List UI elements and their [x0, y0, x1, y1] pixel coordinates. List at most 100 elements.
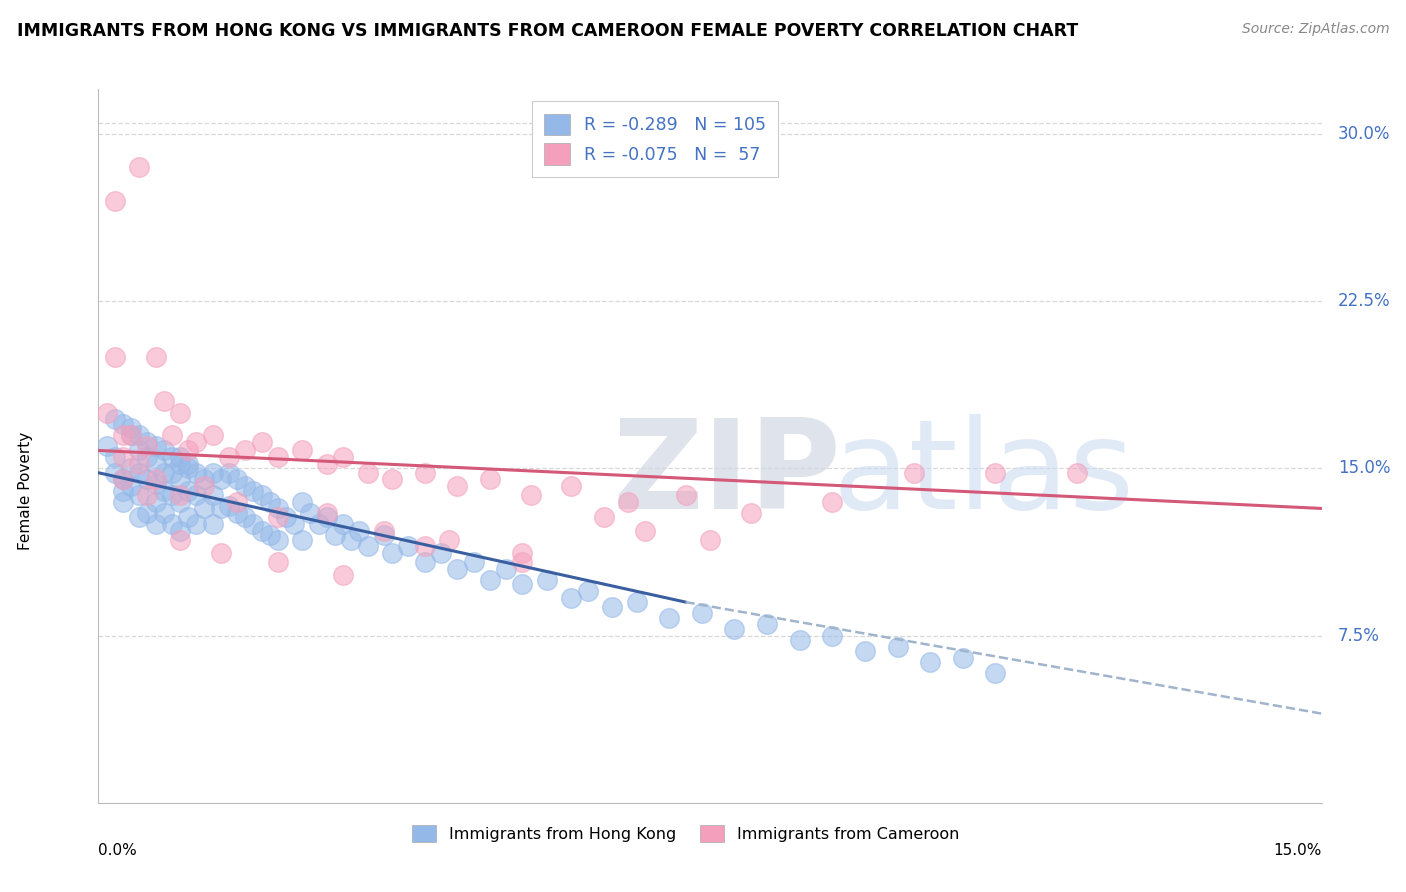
- Point: [356, 539, 378, 553]
- Point: [413, 466, 436, 480]
- Point: [111, 473, 134, 487]
- Point: [226, 473, 249, 487]
- Point: [120, 427, 142, 442]
- Point: [111, 450, 134, 465]
- Point: [675, 488, 697, 502]
- Point: [201, 466, 224, 480]
- Text: 15.0%: 15.0%: [1274, 843, 1322, 858]
- Point: [104, 350, 127, 364]
- Text: atlas: atlas: [832, 414, 1135, 535]
- Point: [323, 528, 346, 542]
- Point: [145, 517, 167, 532]
- Point: [218, 500, 240, 514]
- Point: [430, 546, 453, 560]
- Point: [274, 510, 297, 524]
- Point: [169, 450, 191, 465]
- Point: [952, 651, 974, 665]
- Point: [259, 528, 281, 542]
- Point: [920, 655, 942, 669]
- Point: [152, 466, 174, 480]
- Point: [186, 488, 208, 502]
- Point: [250, 434, 273, 449]
- Point: [120, 461, 142, 475]
- Point: [218, 466, 240, 480]
- Point: [512, 555, 534, 569]
- Point: [789, 633, 811, 648]
- Point: [128, 510, 150, 524]
- Point: [267, 501, 290, 516]
- Point: [634, 524, 657, 538]
- Point: [690, 607, 713, 621]
- Point: [332, 450, 354, 465]
- Point: [111, 494, 134, 508]
- Text: 30.0%: 30.0%: [1339, 125, 1391, 143]
- Point: [886, 640, 908, 654]
- Point: [145, 439, 167, 453]
- Point: [291, 494, 314, 508]
- Point: [250, 488, 273, 502]
- Point: [356, 466, 378, 480]
- Point: [853, 644, 876, 658]
- Point: [145, 457, 167, 471]
- Point: [250, 524, 273, 538]
- Point: [315, 510, 337, 524]
- Point: [160, 517, 183, 532]
- Point: [128, 457, 150, 471]
- Point: [218, 450, 240, 465]
- Point: [267, 555, 290, 569]
- Point: [193, 473, 215, 487]
- Point: [169, 457, 191, 471]
- Point: [128, 443, 150, 458]
- Point: [267, 450, 290, 465]
- Point: [821, 494, 844, 508]
- Point: [120, 421, 142, 435]
- Point: [209, 546, 232, 560]
- Point: [104, 450, 127, 465]
- Point: [740, 506, 762, 520]
- Point: [699, 533, 721, 547]
- Point: [396, 539, 419, 553]
- Point: [201, 517, 224, 532]
- Point: [186, 466, 208, 480]
- Point: [152, 483, 174, 498]
- Point: [821, 628, 844, 642]
- Point: [136, 439, 159, 453]
- Point: [576, 583, 599, 598]
- Text: Female Poverty: Female Poverty: [17, 432, 32, 549]
- Point: [560, 591, 582, 605]
- Point: [381, 473, 404, 487]
- Point: [478, 473, 501, 487]
- Point: [152, 506, 174, 520]
- Point: [177, 443, 200, 458]
- Point: [519, 488, 541, 502]
- Point: [349, 524, 371, 538]
- Point: [136, 450, 159, 465]
- Point: [446, 562, 468, 576]
- Point: [128, 466, 150, 480]
- Point: [104, 194, 127, 208]
- Point: [128, 488, 150, 502]
- Point: [233, 443, 256, 458]
- Point: [128, 427, 150, 442]
- Point: [984, 466, 1007, 480]
- Point: [136, 506, 159, 520]
- Point: [233, 479, 256, 493]
- Point: [437, 533, 460, 547]
- Point: [308, 517, 330, 532]
- Point: [169, 473, 191, 487]
- Point: [658, 610, 681, 624]
- Point: [267, 533, 290, 547]
- Point: [160, 427, 183, 442]
- Point: [201, 488, 224, 502]
- Point: [226, 494, 249, 508]
- Point: [283, 517, 305, 532]
- Point: [242, 517, 264, 532]
- Point: [381, 546, 404, 560]
- Text: 15.0%: 15.0%: [1339, 459, 1391, 477]
- Point: [723, 622, 745, 636]
- Point: [160, 488, 183, 502]
- Point: [193, 501, 215, 516]
- Point: [600, 599, 623, 614]
- Point: [209, 501, 232, 516]
- Point: [128, 161, 150, 175]
